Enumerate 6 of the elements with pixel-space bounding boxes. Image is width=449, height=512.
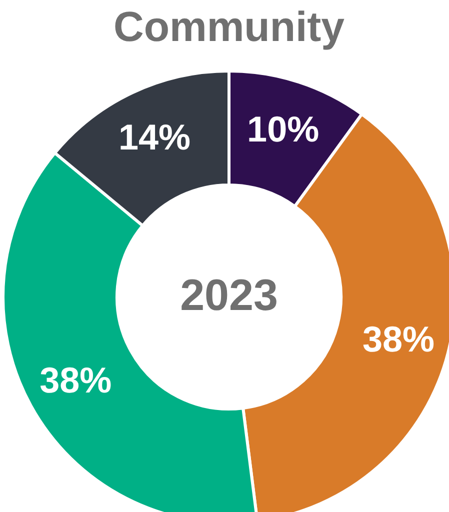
chart-title: Community <box>114 3 346 50</box>
data-label: 38% <box>362 318 435 360</box>
data-label: 10% <box>247 108 320 150</box>
text: 2023 <box>180 271 278 320</box>
data-label: 14% <box>118 116 191 158</box>
data-label: 38% <box>40 359 112 400</box>
